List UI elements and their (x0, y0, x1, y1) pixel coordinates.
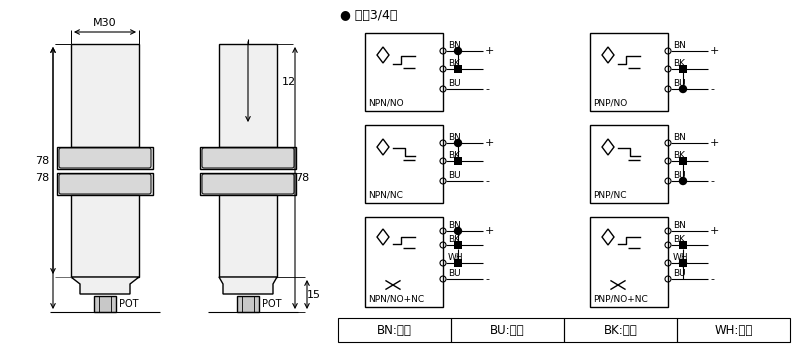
Text: BU: BU (448, 269, 461, 278)
Text: BN: BN (448, 133, 461, 142)
FancyBboxPatch shape (202, 174, 294, 194)
Text: 78: 78 (34, 156, 49, 165)
Text: BN:棕色: BN:棕色 (377, 323, 412, 337)
Text: POT: POT (262, 299, 282, 309)
Circle shape (679, 86, 686, 93)
Bar (365, 125, 443, 203)
Text: BK: BK (448, 235, 460, 244)
Bar (219, 195, 277, 277)
Text: 12: 12 (282, 77, 296, 87)
FancyBboxPatch shape (59, 174, 151, 194)
Text: NPN/NC: NPN/NC (368, 191, 403, 200)
Text: +: + (485, 138, 494, 148)
Bar (219, 44, 277, 147)
Text: M30: M30 (93, 18, 117, 28)
Text: +: + (485, 46, 494, 56)
Text: BK: BK (673, 59, 685, 68)
Text: -: - (710, 84, 714, 94)
Text: BU: BU (448, 171, 461, 180)
FancyBboxPatch shape (202, 148, 294, 168)
Text: +: + (710, 46, 719, 56)
Circle shape (454, 48, 462, 55)
Text: BK: BK (448, 151, 460, 160)
Text: BU: BU (448, 79, 461, 88)
Bar (237, 296, 259, 312)
Circle shape (454, 227, 462, 234)
Bar (677, 318, 790, 342)
Bar (200, 173, 296, 195)
Bar (590, 217, 668, 307)
Text: +: + (710, 138, 719, 148)
Text: BU: BU (673, 171, 686, 180)
Polygon shape (71, 277, 139, 294)
Text: WH:白色: WH:白色 (714, 323, 753, 337)
Text: BN: BN (448, 221, 461, 230)
Text: BN: BN (448, 41, 461, 50)
Bar (454, 65, 462, 73)
Bar (57, 173, 153, 195)
Text: -: - (710, 176, 714, 186)
Text: 78: 78 (34, 173, 49, 183)
Text: PNP/NO+NC: PNP/NO+NC (593, 295, 648, 304)
Text: NPN/NO+NC: NPN/NO+NC (368, 295, 424, 304)
Text: -: - (485, 274, 489, 284)
Bar (94, 296, 116, 312)
Bar (57, 147, 153, 169)
Text: BN: BN (673, 133, 686, 142)
Bar (454, 157, 462, 165)
Bar (679, 65, 687, 73)
Text: +: + (485, 226, 494, 236)
Bar (590, 125, 668, 203)
Text: PNP/NC: PNP/NC (593, 191, 626, 200)
Bar (454, 241, 462, 249)
Text: BK: BK (673, 151, 685, 160)
Text: BU:兰色: BU:兰色 (490, 323, 525, 337)
Bar (365, 217, 443, 307)
Text: BN: BN (673, 41, 686, 50)
Circle shape (454, 139, 462, 146)
Text: +: + (710, 226, 719, 236)
Text: NPN/NO: NPN/NO (368, 99, 404, 108)
Text: -: - (485, 176, 489, 186)
Text: -: - (485, 84, 489, 94)
FancyBboxPatch shape (59, 148, 151, 168)
Text: 78: 78 (294, 173, 309, 183)
Text: -: - (710, 274, 714, 284)
Bar (71, 195, 139, 277)
Text: BU: BU (673, 79, 686, 88)
Bar (454, 259, 462, 267)
Bar (451, 318, 564, 342)
Circle shape (679, 177, 686, 184)
Bar (564, 318, 677, 342)
Text: POT: POT (119, 299, 138, 309)
Bar (679, 259, 687, 267)
Bar (590, 33, 668, 111)
Text: BU: BU (673, 269, 686, 278)
Text: BK:黑色: BK:黑色 (604, 323, 638, 337)
Bar (338, 318, 451, 342)
Text: ● 直流3/4线: ● 直流3/4线 (340, 9, 398, 22)
Bar (365, 33, 443, 111)
Text: 15: 15 (307, 289, 321, 300)
Circle shape (679, 259, 686, 266)
Bar (679, 241, 687, 249)
Text: WH: WH (673, 253, 689, 262)
Text: PNP/NO: PNP/NO (593, 99, 627, 108)
Bar (71, 44, 139, 147)
Text: BK: BK (448, 59, 460, 68)
Text: WH: WH (448, 253, 464, 262)
Bar (200, 147, 296, 169)
Bar (679, 157, 687, 165)
Polygon shape (219, 277, 277, 294)
Text: BN: BN (673, 221, 686, 230)
Text: BK: BK (673, 235, 685, 244)
